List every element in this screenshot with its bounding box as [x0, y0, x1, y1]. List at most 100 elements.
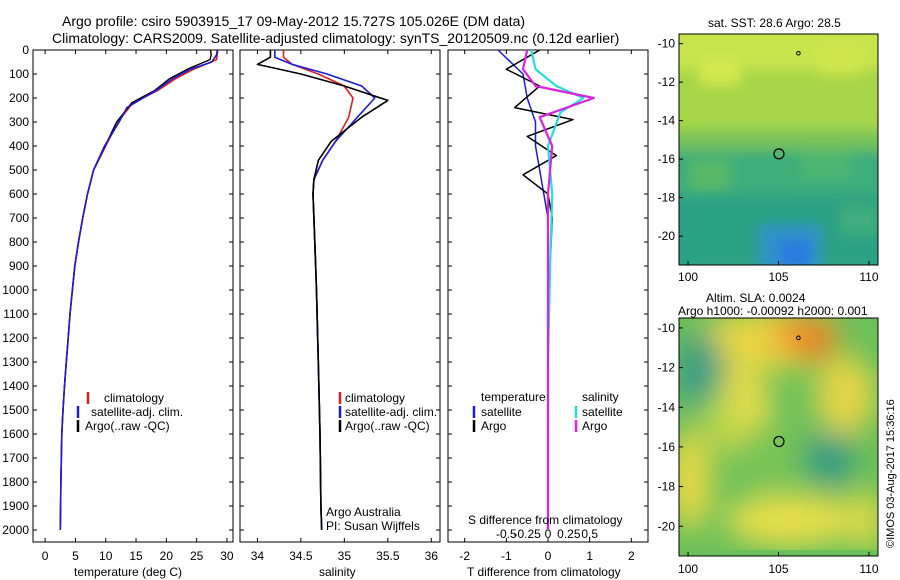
y-tick-label: 300 [9, 115, 29, 129]
sla-map-marks [773, 335, 801, 448]
map-y-tick-label: -10 [658, 37, 676, 51]
sla-map-title: Altim. SLA: 0.0024 [706, 291, 806, 305]
y-tick-label: 600 [9, 187, 29, 201]
series-line-t-argo [505, 49, 574, 530]
x-tick-label: 30 [220, 549, 234, 563]
y-tick-label: 900 [9, 259, 29, 273]
x-tick-label: 36 [425, 549, 439, 563]
s-tick-label: 0.5 [581, 527, 598, 541]
legend-s-satellite-label: satellite [582, 405, 623, 419]
series-line-argo-raw-qc- [59, 49, 218, 531]
x-tick-label: 34.5 [289, 549, 313, 563]
y-tick-label: 1500 [2, 403, 29, 417]
y-tick-label: 0 [22, 43, 29, 57]
x-tick-label: 2 [628, 549, 635, 563]
s-tick-label: -0.25 [513, 527, 541, 541]
figure-title-line2: Climatology: CARS2009. Satellite-adjuste… [52, 30, 619, 46]
y-tick-label: 1300 [2, 355, 29, 369]
series-line-climatology [282, 50, 354, 531]
map-x-tick-label: 110 [859, 562, 878, 576]
legend-satellite-label: satellite-adj. clim. [91, 405, 183, 419]
difference-axes: -2 -1 0 1 2 -0.5-0.25 0 0.25 0.5 [448, 49, 648, 563]
temperature-panel: 0100200300400500600700800900100011001200… [2, 43, 234, 579]
sst-map-axes: 100 105 110 -10 -12 -14 -16 -18 -20 [658, 37, 879, 284]
legend-satellite-label: satellite-adj. clim. [345, 405, 437, 419]
x-tick-label: 35 [338, 549, 352, 563]
series-line-t-satellite [497, 49, 549, 530]
x-tick-label: 34 [251, 549, 265, 563]
s-tick-label: 0.25 [557, 527, 581, 541]
series-line-climatology [59, 49, 219, 531]
x-tick-label: 20 [160, 549, 174, 563]
figure-title-line1: Argo profile: csiro 5903915_17 09-May-20… [62, 13, 525, 29]
legend-climatology-label: climatology [104, 391, 164, 405]
salinity-legend: climatology satellite-adj. clim. Argo(..… [338, 391, 437, 433]
map-y-tick-label: -18 [658, 191, 676, 205]
map-y-tick-label: -16 [658, 152, 676, 166]
y-tick-label: 200 [9, 91, 29, 105]
y-tick-label: 1600 [2, 427, 29, 441]
temperature-lines [59, 49, 219, 531]
y-tick-label: 1000 [2, 283, 29, 297]
y-tick-label: 100 [9, 67, 29, 81]
y-tick-label: 1700 [2, 451, 29, 465]
credit-argo-australia: Argo Australia [326, 505, 401, 519]
map-y-tick-label: -14 [658, 400, 676, 414]
map-y-tick-label: -12 [658, 75, 676, 89]
y-tick-label: 700 [9, 211, 29, 225]
temperature-axes: 0100200300400500600700800900100011001200… [2, 43, 234, 563]
difference-xlabel: T difference from climatology [467, 565, 621, 579]
map-x-tick-label: 100 [678, 270, 698, 284]
salinity-lines [256, 50, 389, 531]
map-y-tick-label: -14 [658, 114, 676, 128]
y-tick-label: 2000 [2, 523, 29, 537]
legend-temperature-title: temperature [481, 390, 546, 404]
y-tick-label: 500 [9, 163, 29, 177]
sla-map-field [679, 318, 878, 556]
credit-pi: PI: Susan Wijffels [326, 519, 420, 533]
series-line-satellite-adj-clim- [273, 50, 376, 531]
sst-map-field [679, 34, 878, 265]
map-y-tick-label: -20 [658, 519, 676, 533]
sla-map-panel: Altim. SLA: 0.0024 Argo h1000: -0.00092 … [658, 291, 879, 576]
y-tick-label: 1100 [3, 307, 29, 321]
y-tick-label: 800 [9, 235, 29, 249]
map-y-tick-label: -16 [658, 440, 676, 454]
argo-position-marker [773, 435, 785, 448]
x-tick-label: 5 [72, 549, 79, 563]
argo-position-marker [773, 148, 785, 160]
salinity-plot-frame [239, 49, 441, 543]
map-y-tick-label: -18 [658, 480, 676, 494]
island-marker [796, 50, 801, 56]
s-tick-label: -0.5 [496, 527, 517, 541]
legend-argo-label: Argo(..raw -QC) [345, 419, 430, 433]
y-tick-label: 400 [9, 139, 29, 153]
temperature-xlabel: temperature (deg C) [74, 565, 182, 579]
legend-argo-label: Argo(..raw -QC) [85, 419, 170, 433]
imos-credit: ©IMOS 03-Aug-2017 15:36:16 [885, 399, 897, 548]
y-tick-label: 1900 [2, 499, 29, 513]
sla-map-subtitle: Argo h1000: -0.00092 h2000: 0.001 [678, 304, 868, 318]
y-tick-label: 1200 [2, 331, 29, 345]
island-marker [796, 335, 801, 341]
map-y-tick-label: -12 [658, 361, 676, 375]
map-x-tick-label: 100 [678, 562, 698, 576]
x-tick-label: 0 [42, 549, 49, 563]
map-y-tick-label: -10 [658, 321, 676, 335]
x-tick-label: 10 [99, 549, 113, 563]
temperature-plot-frame [32, 49, 234, 543]
series-line-satellite-adj-clim- [59, 49, 212, 531]
sst-map-title: sat. SST: 28.6 Argo: 28.5 [708, 16, 841, 30]
s-tick-label: 0 [545, 527, 552, 541]
sst-map-panel: sat. SST: 28.6 Argo: 28.5 100 105 110 -10 -1… [658, 16, 879, 284]
legend-s-argo-label: Argo [582, 419, 608, 433]
x-tick-label: 0 [545, 549, 552, 563]
difference-lines [497, 49, 595, 530]
x-tick-label: -2 [459, 549, 470, 563]
y-tick-label: 1400 [2, 379, 29, 393]
difference-panel: -2 -1 0 1 2 -0.5-0.25 0 0.25 0.5 temperature sal… [447, 49, 649, 579]
series-line-argo-raw-qc- [256, 50, 389, 531]
sla-map-axes: 100 105 110 -10 -12 -14 -16 -18 -20 [658, 321, 879, 576]
salinity-xlabel: salinity [319, 565, 356, 579]
